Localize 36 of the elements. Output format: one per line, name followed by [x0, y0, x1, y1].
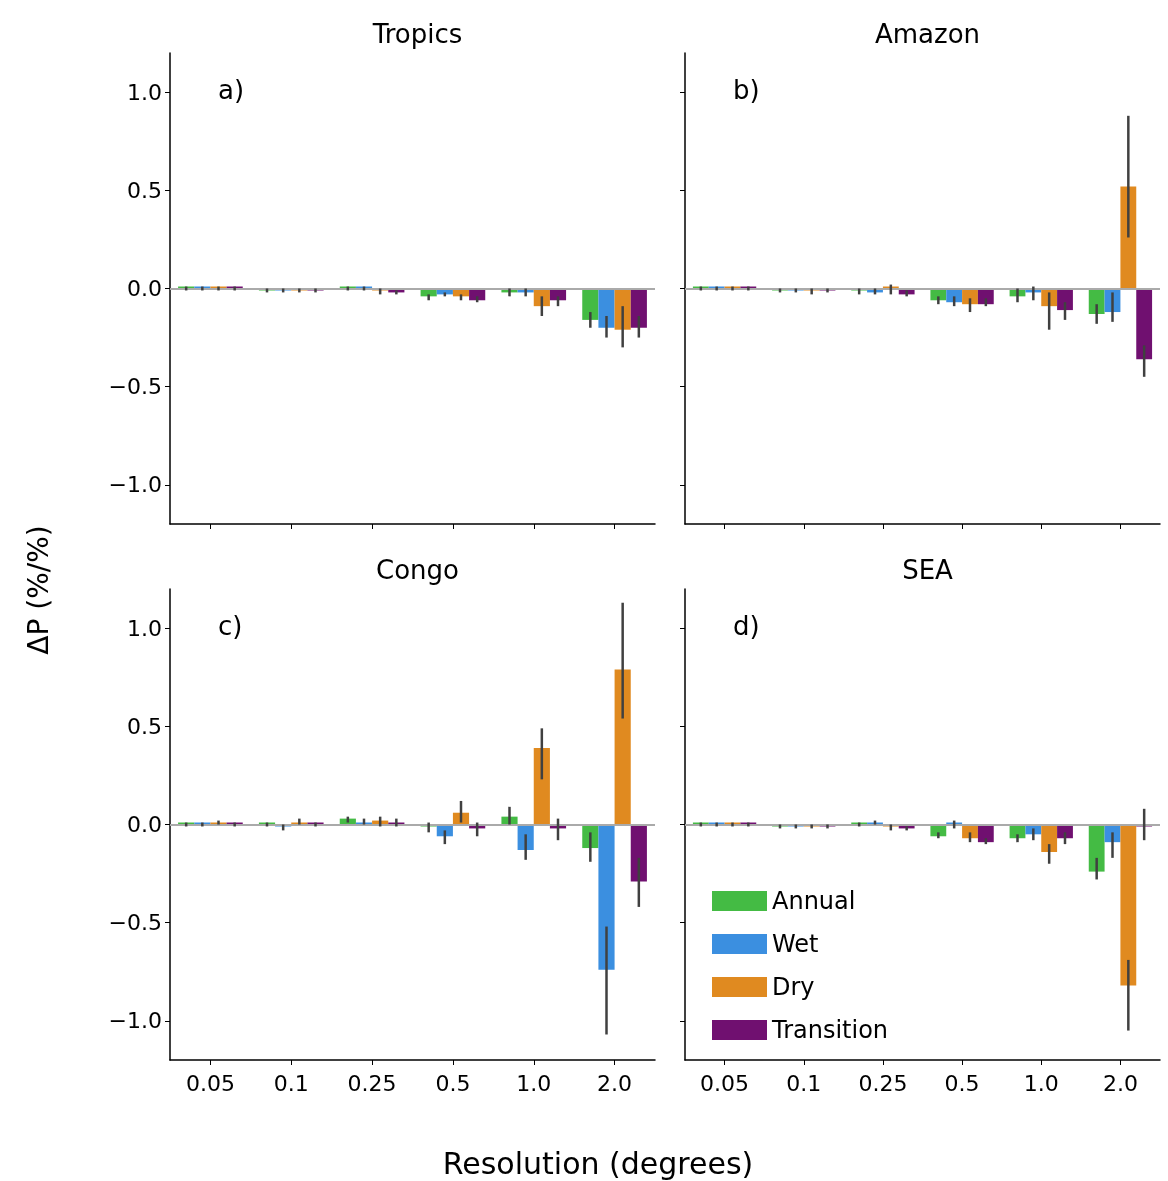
- annotation: b): [733, 75, 760, 105]
- x-tick-label: 0.25: [347, 1070, 397, 1096]
- x-tick-label: 0.1: [786, 1070, 822, 1096]
- legend-label: Annual: [772, 887, 856, 915]
- x-tick-label: 0.5: [944, 1070, 980, 1096]
- y-tick-label: 0.5: [127, 177, 162, 203]
- chart-title: Congo: [376, 555, 459, 585]
- x-tick-label: 0.05: [700, 1070, 750, 1096]
- y-tick-label: −0.5: [108, 374, 162, 400]
- x-tick-label: 2.0: [1102, 1070, 1138, 1096]
- y-tick-label: 1.0: [127, 79, 162, 105]
- x-tick-label: 0.1: [273, 1070, 309, 1096]
- y-tick-label: −1.0: [108, 472, 162, 498]
- legend-label: Wet: [772, 930, 819, 958]
- y-tick-label: −1.0: [108, 1008, 162, 1034]
- y-tick-label: −0.5: [108, 910, 162, 936]
- x-tick-label: 0.05: [185, 1070, 235, 1096]
- chart-title: SEA: [902, 555, 954, 585]
- y-tick-label: 0.0: [127, 812, 162, 837]
- chart-title: Tropics: [371, 19, 463, 49]
- chart-title: Amazon: [874, 19, 981, 49]
- x-tick-label: 0.25: [858, 1070, 908, 1096]
- y-tick-label: 0.5: [127, 713, 162, 739]
- y-tick-label: 1.0: [127, 615, 162, 641]
- annotation: a): [218, 75, 245, 105]
- legend-label: Transition: [771, 1016, 889, 1044]
- x-tick-label: 0.5: [435, 1070, 471, 1096]
- x-tick-label: 1.0: [516, 1070, 552, 1096]
- annotation: c): [218, 611, 243, 641]
- y-axis-title: ΔP (%/%): [21, 525, 55, 655]
- x-tick-label: 2.0: [597, 1070, 633, 1096]
- x-axis-title: Resolution (degrees): [442, 1146, 754, 1181]
- x-tick-label: 1.0: [1023, 1070, 1059, 1096]
- annotation: d): [733, 611, 760, 641]
- y-tick-label: 0.0: [127, 276, 162, 301]
- legend-label: Dry: [772, 973, 815, 1001]
